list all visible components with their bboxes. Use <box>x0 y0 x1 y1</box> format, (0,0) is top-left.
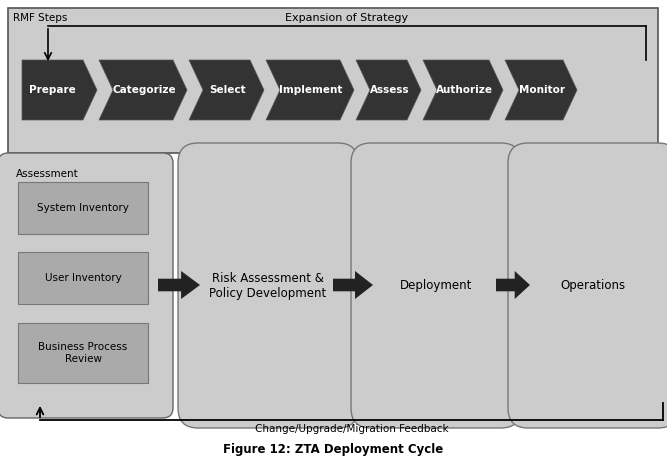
Polygon shape <box>423 60 503 120</box>
Text: Monitor: Monitor <box>519 85 565 95</box>
FancyBboxPatch shape <box>8 8 658 153</box>
FancyBboxPatch shape <box>351 143 521 428</box>
Text: Assess: Assess <box>370 85 410 95</box>
FancyBboxPatch shape <box>508 143 667 428</box>
Text: Implement: Implement <box>279 85 343 95</box>
FancyBboxPatch shape <box>18 323 148 383</box>
Polygon shape <box>496 271 530 299</box>
Polygon shape <box>22 60 97 120</box>
FancyBboxPatch shape <box>18 182 148 234</box>
Text: Operations: Operations <box>560 279 626 292</box>
Polygon shape <box>99 60 187 120</box>
Polygon shape <box>158 271 200 299</box>
Text: Deployment: Deployment <box>400 279 472 292</box>
Text: Business Process
Review: Business Process Review <box>39 342 127 364</box>
Text: Expansion of Strategy: Expansion of Strategy <box>285 13 409 23</box>
Polygon shape <box>189 60 264 120</box>
Text: System Inventory: System Inventory <box>37 203 129 213</box>
Polygon shape <box>356 60 421 120</box>
Text: Assessment: Assessment <box>16 169 79 179</box>
Polygon shape <box>266 60 354 120</box>
Text: Prepare: Prepare <box>29 85 76 95</box>
Text: RMF Steps: RMF Steps <box>13 13 67 23</box>
Text: Risk Assessment &
Policy Development: Risk Assessment & Policy Development <box>209 271 327 300</box>
Text: Authorize: Authorize <box>436 85 492 95</box>
Text: Categorize: Categorize <box>112 85 176 95</box>
Polygon shape <box>505 60 577 120</box>
Text: User Inventory: User Inventory <box>45 273 121 283</box>
FancyBboxPatch shape <box>0 153 173 418</box>
Text: Select: Select <box>209 85 246 95</box>
Polygon shape <box>333 271 373 299</box>
FancyBboxPatch shape <box>18 252 148 304</box>
Text: Figure 12: ZTA Deployment Cycle: Figure 12: ZTA Deployment Cycle <box>223 443 444 456</box>
FancyBboxPatch shape <box>178 143 358 428</box>
Text: Change/Upgrade/Migration Feedback: Change/Upgrade/Migration Feedback <box>255 424 448 434</box>
